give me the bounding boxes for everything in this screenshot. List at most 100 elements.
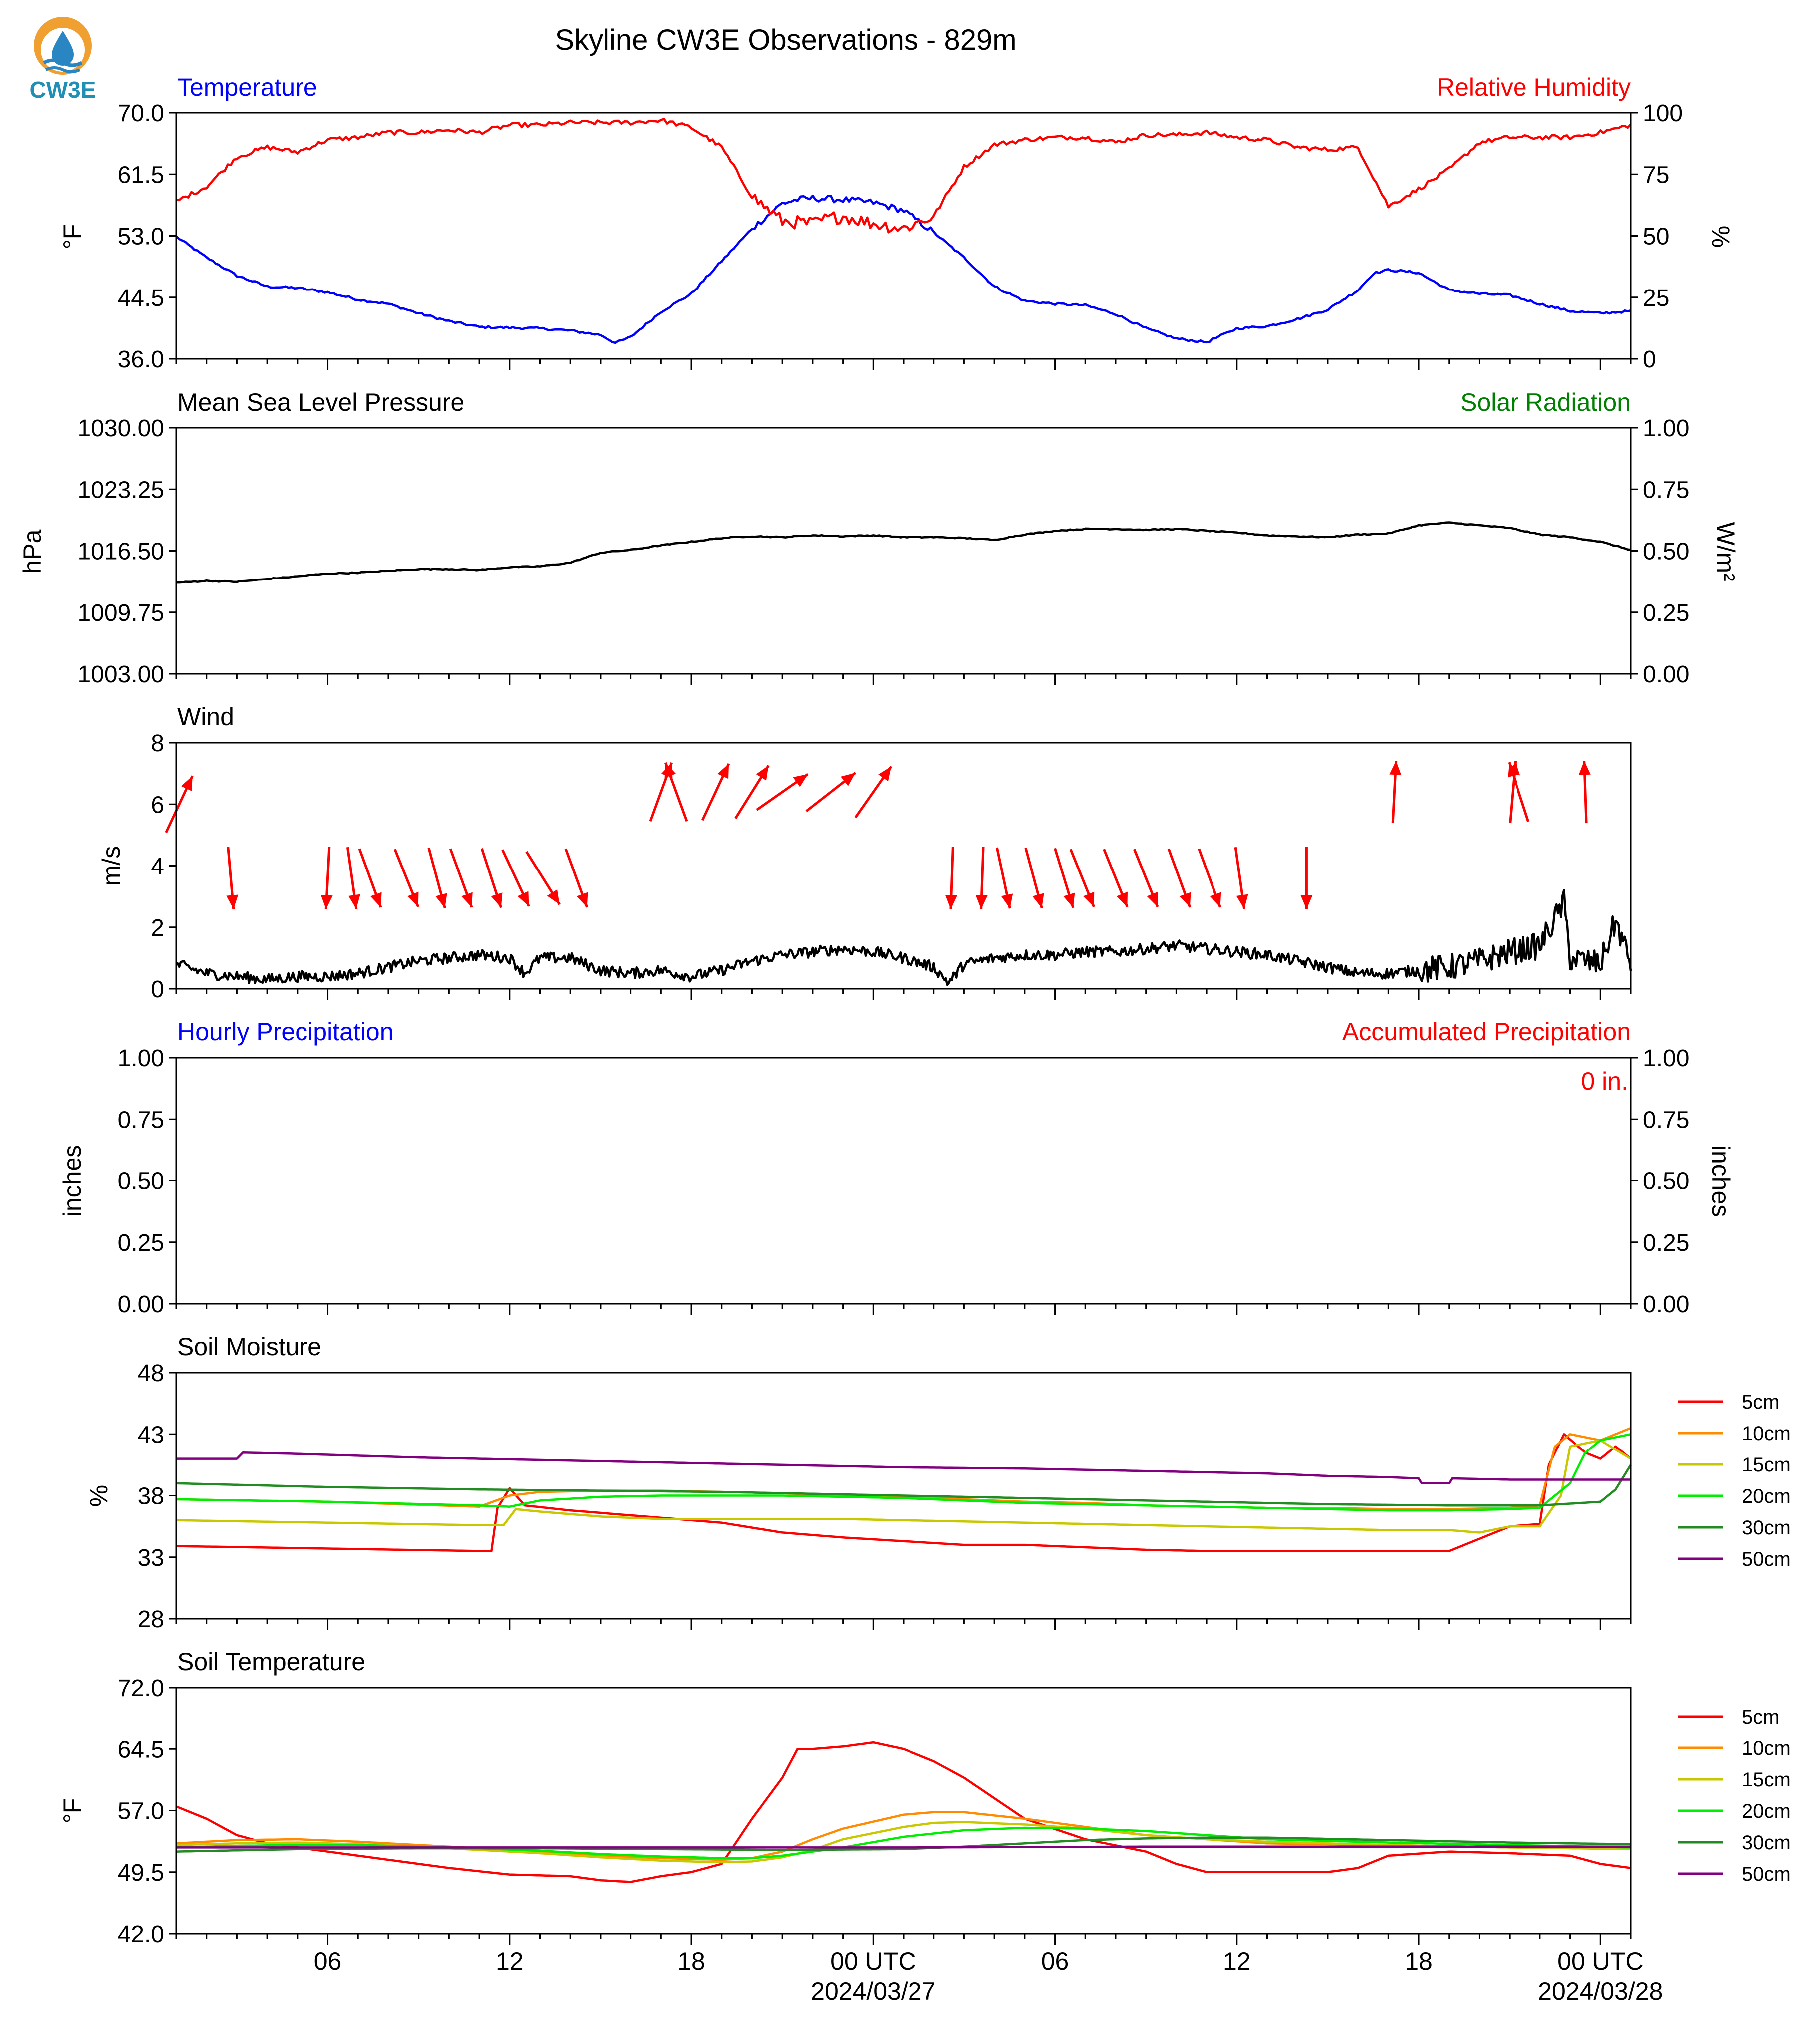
wind-arrow-head — [181, 776, 193, 792]
legend-item: 15cm — [1678, 1454, 1791, 1476]
legend-soil-temp: 5cm 10cm 15cm 20cm 30cm 50cm — [1678, 1706, 1791, 1885]
frame-wind — [175, 742, 1632, 990]
series-wind — [175, 889, 1632, 986]
wind-arrow — [346, 847, 360, 909]
logo-wave-2 — [45, 66, 81, 73]
wind-arrow — [1508, 762, 1530, 822]
legend-item: 15cm — [1678, 1769, 1791, 1791]
y-tick-label-right: 75 — [1643, 162, 1669, 188]
wind-arrow — [1054, 848, 1075, 908]
legend-label: 5cm — [1742, 1391, 1780, 1413]
panel-title-soil-temperature: Soil Temperature — [177, 1648, 365, 1676]
frame-soil-temp — [175, 1687, 1632, 1935]
wind-arrow-head — [517, 891, 529, 906]
legend-label: 5cm — [1742, 1706, 1780, 1728]
panel-title-relative-humidity: Relative Humidity — [1437, 73, 1631, 101]
wind-arrow — [975, 847, 988, 909]
wind-arrow-head — [1032, 893, 1044, 908]
wind-arrow-head — [320, 894, 333, 909]
y-tick-label-right: 0.75 — [1643, 1107, 1689, 1133]
panel-title-soil-moisture: Soil Moisture — [177, 1333, 321, 1361]
legend-label: 20cm — [1742, 1800, 1791, 1822]
y-tick-label-right: 50 — [1643, 224, 1669, 250]
x-ticks-soil-temp — [175, 1934, 1632, 1945]
wind-arrow-head — [841, 773, 856, 786]
y-tick-label-left: 42.0 — [118, 1921, 164, 1948]
wind-arrow-head — [435, 893, 447, 908]
y-tick-label-left: 64.5 — [118, 1737, 164, 1763]
wind-arrow — [358, 848, 382, 908]
series-line-temperature — [175, 194, 1631, 344]
cw3e-logo-icon — [34, 17, 92, 75]
y-tick-label-left: 70.0 — [118, 100, 164, 127]
series-line-20cm — [176, 1433, 1631, 1512]
ticks-right-precip: 0.00 0.25 0.50 0.75 1.00 — [1631, 1045, 1689, 1318]
legend-label: 30cm — [1742, 1517, 1791, 1539]
x-ticks-pressure — [175, 674, 1632, 685]
wind-arrow — [1133, 849, 1159, 908]
y-tick-label-left: 0.50 — [118, 1168, 164, 1195]
panel-title-hourly-precipitation: Hourly Precipitation — [177, 1018, 394, 1046]
ylabel-humidity: % — [1707, 226, 1735, 248]
wind-arrow — [320, 847, 333, 909]
x-tick-label: 00 UTC — [830, 1947, 916, 1975]
series-line-5cm — [176, 1741, 1631, 1883]
y-tick-label-left: 28 — [138, 1606, 164, 1633]
series-line-50cm — [176, 1451, 1631, 1485]
wind-arrow — [1198, 848, 1221, 908]
logo-drop — [52, 31, 74, 66]
legend-label: 15cm — [1742, 1454, 1791, 1476]
panel-pressure: Mean Sea Level Pressure Solar Radiation … — [18, 388, 1740, 688]
wind-arrow — [1234, 847, 1248, 909]
wind-arrow — [1024, 848, 1044, 909]
wind-arrow — [1069, 849, 1095, 908]
y-tick-label-left: 1030.00 — [77, 415, 164, 442]
wind-arrow-head — [1179, 892, 1191, 907]
wind-arrow-head — [407, 891, 419, 907]
wind-arrow-head — [461, 892, 473, 907]
ticks-left-temp: 36.0 44.5 53.0 61.5 70.0 — [118, 100, 176, 373]
series-line-30cm — [176, 1464, 1632, 1507]
wind-arrow — [701, 763, 730, 821]
wind-arrow-head — [975, 895, 988, 909]
wind-arrow-head — [348, 894, 360, 909]
x-tick-label: 12 — [496, 1947, 524, 1975]
panel-temp-rh: Temperature Relative Humidity °F % 36.0 4… — [58, 73, 1735, 373]
ylabel-temperature: °F — [58, 224, 86, 250]
wind-arrow — [393, 849, 420, 908]
legend-item: 5cm — [1678, 1706, 1780, 1728]
x-tick-label: 06 — [1041, 1947, 1069, 1975]
legend-label: 10cm — [1742, 1738, 1791, 1759]
ticks-left-wind: 0 2 4 6 8 — [151, 730, 176, 1003]
figure-title: Skyline CW3E Observations - 829m — [555, 24, 1016, 56]
legend-item: 10cm — [1678, 1423, 1791, 1445]
y-tick-label-right: 0.50 — [1643, 539, 1689, 565]
wind-arrow-head — [1147, 891, 1158, 907]
wind-arrow-head — [717, 763, 729, 779]
y-tick-label-left: 57.0 — [118, 1798, 164, 1825]
wind-arrow-head — [756, 765, 769, 781]
wind-arrow-head — [547, 889, 560, 905]
y-tick-label-left: 0.00 — [118, 1291, 164, 1318]
y-tick-label-right: 1.00 — [1643, 415, 1689, 442]
wind-arrow — [995, 847, 1013, 909]
wind-arrow-head — [226, 894, 239, 909]
wind-arrow-head — [370, 892, 382, 907]
wind-arrow — [1300, 847, 1313, 909]
ylabel-solar: W/m² — [1712, 522, 1740, 581]
panel-title-solar-radiation: Solar Radiation — [1460, 388, 1631, 416]
series-soil-moisture — [176, 1427, 1632, 1552]
y-tick-label-left: 1009.75 — [77, 600, 164, 626]
frame-temp-rh — [175, 112, 1632, 360]
y-tick-label-left: 43 — [138, 1422, 164, 1448]
series-line-mean-sea-level-pressure — [176, 521, 1631, 584]
wind-arrow-head — [1116, 891, 1128, 907]
ticks-left-soil-moisture: 28 33 38 43 48 — [138, 1360, 176, 1633]
wind-arrow-head — [1083, 891, 1095, 907]
wind-arrow — [1103, 849, 1129, 908]
wind-arrow-head — [1001, 893, 1013, 909]
legend-item: 50cm — [1678, 1863, 1791, 1885]
frame-precip — [175, 1057, 1632, 1305]
y-tick-label-left: 36.0 — [118, 346, 164, 373]
